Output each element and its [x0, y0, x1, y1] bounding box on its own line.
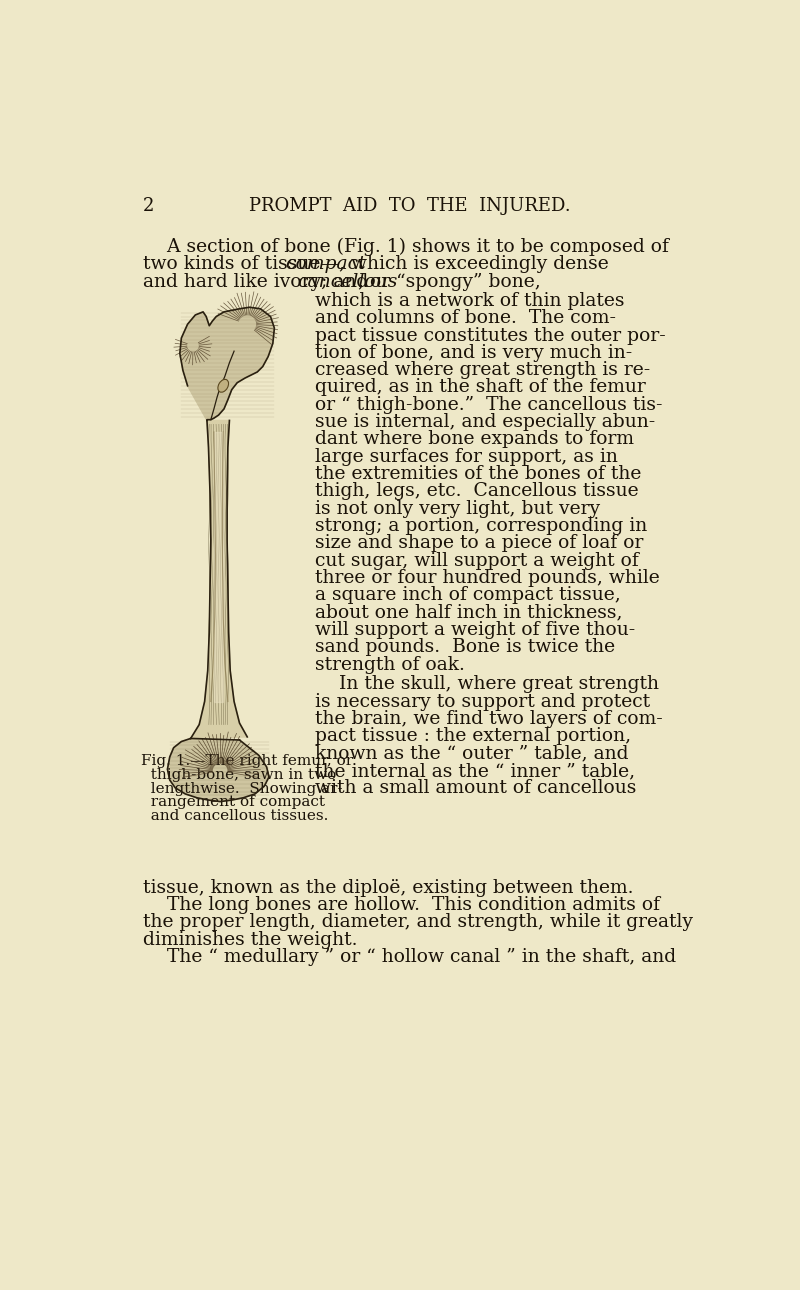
Text: a square inch of compact tissue,: a square inch of compact tissue,	[315, 587, 622, 605]
Text: and columns of bone.  The com-: and columns of bone. The com-	[315, 310, 617, 328]
Text: the proper length, diameter, and strength, while it greatly: the proper length, diameter, and strengt…	[142, 913, 693, 931]
Text: rangement of compact: rangement of compact	[141, 796, 325, 809]
Ellipse shape	[218, 379, 229, 392]
Text: 2: 2	[142, 197, 154, 215]
Text: will support a weight of five thou-: will support a weight of five thou-	[315, 620, 636, 639]
Text: and hard like ivory; and: and hard like ivory; and	[142, 272, 374, 290]
Text: the extremities of the bones of the: the extremities of the bones of the	[315, 466, 642, 484]
Text: with a small amount of cancellous: with a small amount of cancellous	[315, 779, 637, 797]
Text: large surfaces for support, as in: large surfaces for support, as in	[315, 448, 618, 466]
Text: compact: compact	[286, 255, 366, 273]
Text: lengthwise.  Showing ar-: lengthwise. Showing ar-	[141, 782, 342, 796]
Text: pact tissue : the external portion,: pact tissue : the external portion,	[315, 728, 631, 746]
Text: diminishes the weight.: diminishes the weight.	[142, 930, 357, 948]
Text: sue is internal, and especially abun-: sue is internal, and especially abun-	[315, 413, 656, 431]
Text: , which is exceedingly dense: , which is exceedingly dense	[339, 255, 610, 273]
Text: creased where great strength is re-: creased where great strength is re-	[315, 361, 650, 379]
Text: about one half inch in thickness,: about one half inch in thickness,	[315, 604, 623, 622]
Text: two kinds of tissue—: two kinds of tissue—	[142, 255, 339, 273]
Text: The long bones are hollow.  This condition admits of: The long bones are hollow. This conditio…	[142, 897, 660, 913]
Text: The “ medullary ” or “ hollow canal ” in the shaft, and: The “ medullary ” or “ hollow canal ” in…	[142, 948, 676, 966]
Text: thigh-bone, sawn in two: thigh-bone, sawn in two	[141, 768, 336, 782]
Text: or “ thigh-bone.”  The cancellous tis-: or “ thigh-bone.” The cancellous tis-	[315, 396, 663, 414]
Text: tissue, known as the diploë, existing between them.: tissue, known as the diploë, existing be…	[142, 878, 633, 897]
Text: sand pounds.  Bone is twice the: sand pounds. Bone is twice the	[315, 639, 615, 657]
Text: three or four hundred pounds, while: three or four hundred pounds, while	[315, 569, 660, 587]
Text: the internal as the “ inner ” table,: the internal as the “ inner ” table,	[315, 762, 635, 780]
Text: thigh, legs, etc.  Cancellous tissue: thigh, legs, etc. Cancellous tissue	[315, 482, 639, 501]
Text: In the skull, where great strength: In the skull, where great strength	[315, 676, 659, 693]
Text: pact tissue constitutes the outer por-: pact tissue constitutes the outer por-	[315, 326, 666, 344]
Text: PROMPT  AID  TO  THE  INJURED.: PROMPT AID TO THE INJURED.	[249, 197, 571, 215]
Text: strength of oak.: strength of oak.	[315, 655, 466, 673]
Polygon shape	[180, 307, 274, 421]
Polygon shape	[190, 421, 247, 738]
Text: quired, as in the shaft of the femur: quired, as in the shaft of the femur	[315, 378, 646, 396]
Text: , or “spongy” bone,: , or “spongy” bone,	[358, 272, 541, 290]
Text: is not only very light, but very: is not only very light, but very	[315, 499, 601, 517]
Text: is necessary to support and protect: is necessary to support and protect	[315, 693, 650, 711]
Polygon shape	[214, 432, 223, 702]
Text: dant where bone expands to form: dant where bone expands to form	[315, 431, 634, 449]
Text: known as the “ outer ” table, and: known as the “ outer ” table, and	[315, 744, 629, 762]
Text: Fig. 1.—The right femur, or: Fig. 1.—The right femur, or	[141, 753, 354, 768]
Text: tion of bone, and is very much in-: tion of bone, and is very much in-	[315, 344, 633, 361]
Text: A section of bone (Fig. 1) shows it to be composed of: A section of bone (Fig. 1) shows it to b…	[142, 237, 669, 257]
Polygon shape	[167, 738, 269, 801]
Text: size and shape to a piece of loaf or: size and shape to a piece of loaf or	[315, 534, 644, 552]
Text: the brain, we find two layers of com-: the brain, we find two layers of com-	[315, 710, 663, 728]
Text: cancellous: cancellous	[298, 272, 398, 290]
Text: and cancellous tissues.: and cancellous tissues.	[141, 809, 329, 823]
Text: cut sugar, will support a weight of: cut sugar, will support a weight of	[315, 552, 639, 570]
Text: which is a network of thin plates: which is a network of thin plates	[315, 292, 625, 310]
Text: strong; a portion, corresponding in: strong; a portion, corresponding in	[315, 517, 648, 535]
